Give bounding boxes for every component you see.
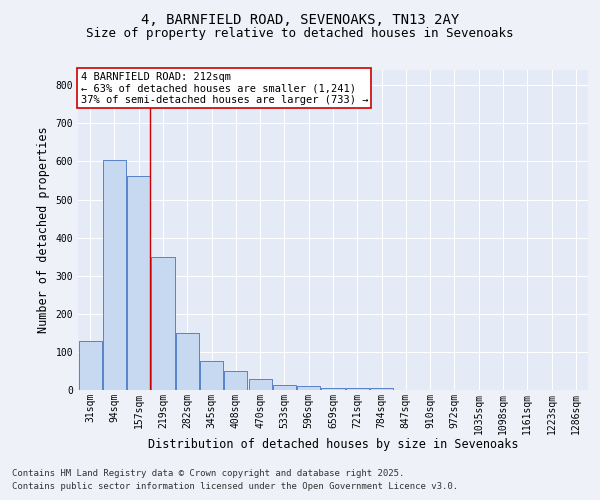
Bar bbox=[370, 388, 393, 390]
Bar bbox=[200, 362, 223, 390]
Bar bbox=[176, 333, 199, 390]
Bar bbox=[224, 371, 247, 390]
Text: Contains HM Land Registry data © Crown copyright and database right 2025.: Contains HM Land Registry data © Crown c… bbox=[12, 468, 404, 477]
Text: 4, BARNFIELD ROAD, SEVENOAKS, TN13 2AY: 4, BARNFIELD ROAD, SEVENOAKS, TN13 2AY bbox=[141, 12, 459, 26]
Y-axis label: Number of detached properties: Number of detached properties bbox=[37, 126, 50, 334]
Bar bbox=[151, 256, 175, 390]
Bar bbox=[346, 388, 369, 390]
Bar bbox=[127, 176, 150, 390]
Text: Size of property relative to detached houses in Sevenoaks: Size of property relative to detached ho… bbox=[86, 28, 514, 40]
Bar bbox=[297, 386, 320, 390]
Bar bbox=[273, 385, 296, 390]
Text: Contains public sector information licensed under the Open Government Licence v3: Contains public sector information licen… bbox=[12, 482, 458, 491]
Bar bbox=[322, 388, 344, 390]
Bar bbox=[248, 378, 272, 390]
Bar bbox=[103, 160, 126, 390]
X-axis label: Distribution of detached houses by size in Sevenoaks: Distribution of detached houses by size … bbox=[148, 438, 518, 451]
Text: 4 BARNFIELD ROAD: 212sqm
← 63% of detached houses are smaller (1,241)
37% of sem: 4 BARNFIELD ROAD: 212sqm ← 63% of detach… bbox=[80, 72, 368, 105]
Bar bbox=[79, 341, 101, 390]
